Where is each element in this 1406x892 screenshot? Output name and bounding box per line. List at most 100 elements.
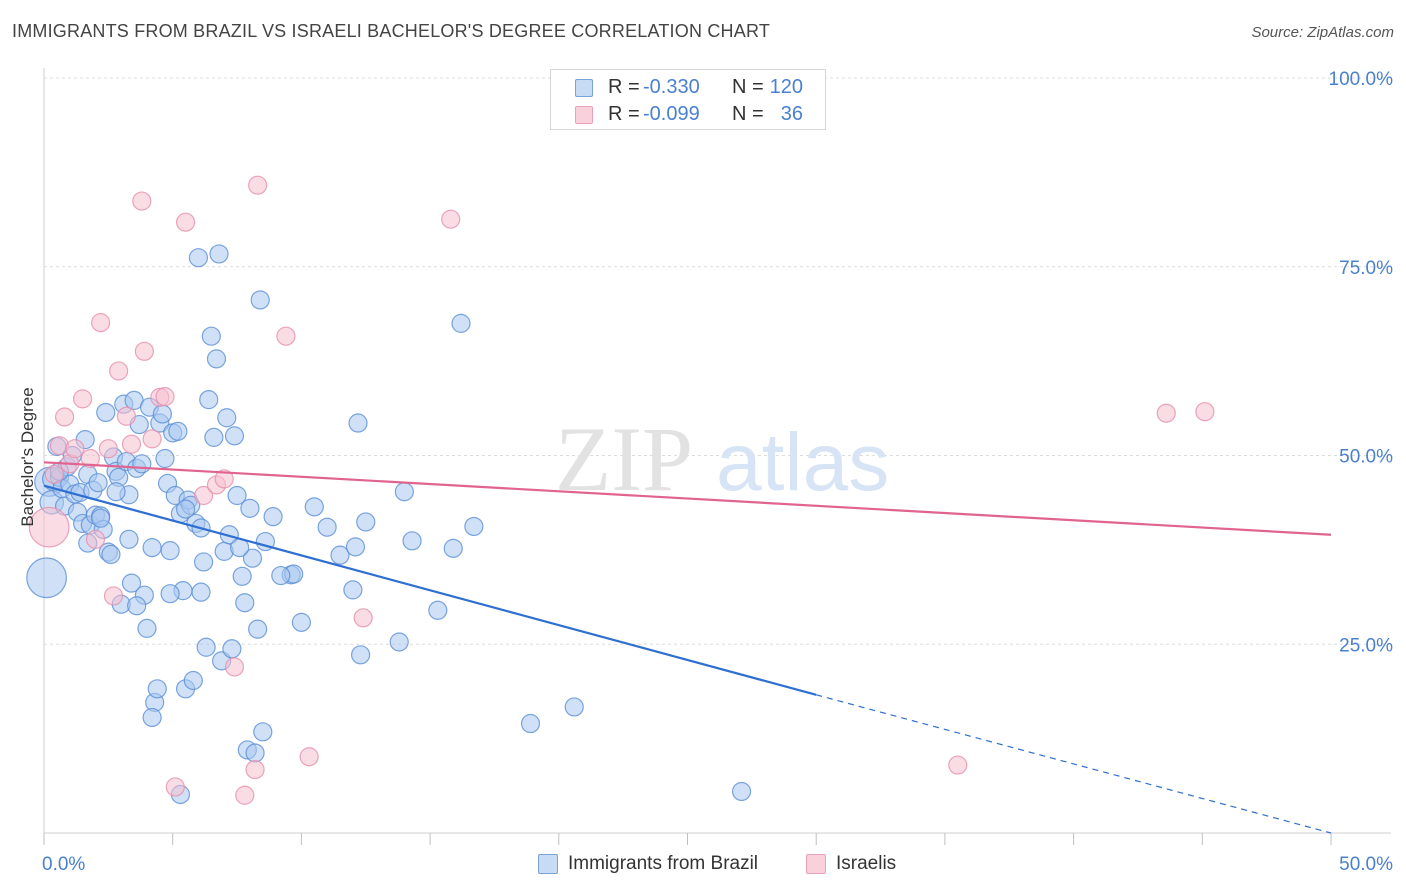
israeli-point bbox=[44, 464, 64, 484]
israeli-point bbox=[175, 212, 196, 232]
brazil-point bbox=[351, 645, 371, 665]
brazil-trend-extension bbox=[816, 694, 1332, 834]
israeli-point bbox=[98, 439, 118, 459]
israeli-point bbox=[353, 608, 373, 628]
israeli-point bbox=[65, 439, 85, 459]
brazil-point bbox=[132, 454, 152, 474]
brazil-point bbox=[451, 313, 471, 333]
legend-swatch-israelis bbox=[806, 854, 826, 874]
axes bbox=[43, 68, 1391, 845]
brazil-point bbox=[317, 517, 337, 537]
brazil-point bbox=[389, 632, 409, 652]
brazil-point bbox=[127, 596, 147, 616]
stats-swatch-israeli bbox=[575, 106, 593, 124]
brazil-point bbox=[160, 541, 180, 561]
brazil-point bbox=[168, 421, 188, 441]
brazil-point bbox=[96, 402, 116, 423]
israeli-point bbox=[948, 755, 968, 775]
israeli-point bbox=[1156, 403, 1176, 423]
brazil-point bbox=[235, 593, 255, 613]
y-tick-label: 75.0% bbox=[1339, 258, 1393, 279]
israeli-point bbox=[54, 407, 75, 427]
watermark-atlas: atlas bbox=[716, 417, 889, 508]
brazil-point bbox=[428, 600, 448, 620]
brazil-point bbox=[217, 408, 237, 428]
brazil-point bbox=[188, 248, 209, 268]
brazil-point bbox=[101, 544, 121, 565]
brazil-point bbox=[142, 538, 162, 558]
stats-r-label: R = bbox=[608, 103, 640, 125]
israeli-point bbox=[91, 313, 111, 333]
brazil-point bbox=[250, 290, 270, 310]
legend-label-israelis: Israelis bbox=[836, 853, 897, 874]
israeli-point bbox=[132, 191, 152, 211]
brazil-point bbox=[263, 507, 283, 527]
brazil-point bbox=[253, 722, 273, 742]
brazil-point bbox=[242, 548, 263, 568]
brazil-point bbox=[356, 512, 376, 532]
y-tick-labels: 25.0% 50.0% 75.0% 100.0% bbox=[1329, 69, 1394, 656]
brazil-point bbox=[137, 618, 157, 638]
stats-swatch-brazil bbox=[575, 79, 593, 97]
brazil-point bbox=[183, 670, 203, 691]
israeli-point bbox=[80, 448, 100, 469]
brazil-point bbox=[155, 448, 175, 469]
series-brazil-points bbox=[26, 244, 752, 805]
israeli-point bbox=[441, 209, 461, 229]
series-israeli-points bbox=[28, 175, 1215, 805]
x-tick-label-max: 50.0% bbox=[1339, 854, 1393, 875]
israeli-point bbox=[121, 434, 142, 454]
stats-row-brazil: R = -0.330 N = 120 bbox=[551, 73, 825, 101]
brazil-point bbox=[204, 427, 224, 447]
brazil-point bbox=[142, 707, 162, 728]
brazil-point bbox=[248, 619, 268, 639]
stats-row-israeli: R = -0.099 N = 36 bbox=[551, 100, 825, 128]
israeli-point bbox=[142, 429, 162, 449]
brazil-trend-line bbox=[43, 484, 817, 696]
israeli-point bbox=[248, 175, 268, 195]
brazil-point bbox=[304, 497, 324, 517]
brazil-point bbox=[222, 639, 242, 659]
y-tick-label: 50.0% bbox=[1339, 447, 1393, 468]
israeli-point bbox=[85, 529, 106, 549]
israeli-point bbox=[116, 406, 136, 426]
brazil-point bbox=[91, 508, 111, 528]
brazil-point bbox=[191, 582, 211, 602]
brazil-point bbox=[201, 326, 221, 346]
stats-n-label: N = bbox=[732, 76, 764, 98]
israeli-point bbox=[299, 747, 319, 767]
x-tick-label-min: 0.0% bbox=[42, 854, 85, 875]
brazil-point bbox=[345, 537, 366, 557]
brazil-point bbox=[106, 482, 126, 502]
brazil-point bbox=[206, 349, 227, 369]
israeli-point bbox=[109, 361, 129, 381]
brazil-point bbox=[271, 565, 291, 586]
brazil-point bbox=[147, 679, 167, 699]
stats-r-label: R = bbox=[608, 76, 640, 98]
brazil-point bbox=[348, 413, 368, 433]
brazil-point bbox=[343, 580, 363, 600]
brazil-point bbox=[394, 482, 414, 502]
brazil-point bbox=[196, 637, 216, 657]
brazil-point bbox=[199, 390, 219, 410]
source-label: Source: ZipAtlas.com bbox=[1251, 24, 1394, 41]
brazil-point bbox=[330, 545, 350, 565]
brazil-point bbox=[564, 697, 584, 717]
correlation-stats-box: R = -0.330 N = 120 R = -0.099 N = 36 bbox=[550, 69, 826, 130]
stats-n-value: 120 bbox=[769, 76, 803, 98]
brazil-point bbox=[193, 552, 214, 572]
chart-title: IMMIGRANTS FROM BRAZIL VS ISRAELI BACHEL… bbox=[12, 21, 771, 41]
israeli-point bbox=[134, 341, 154, 361]
brazil-point bbox=[240, 498, 260, 518]
israeli-point bbox=[193, 485, 214, 506]
israeli-point bbox=[224, 657, 245, 677]
legend-swatch-brazil bbox=[538, 854, 558, 874]
brazil-point bbox=[443, 538, 463, 558]
y-tick-label: 100.0% bbox=[1329, 69, 1394, 90]
israeli-point bbox=[214, 469, 234, 489]
brazil-point bbox=[175, 499, 196, 519]
trend-lines bbox=[43, 461, 1332, 834]
brazil-point bbox=[232, 566, 252, 586]
x-tick-labels: 0.0% 50.0% bbox=[42, 854, 1393, 875]
